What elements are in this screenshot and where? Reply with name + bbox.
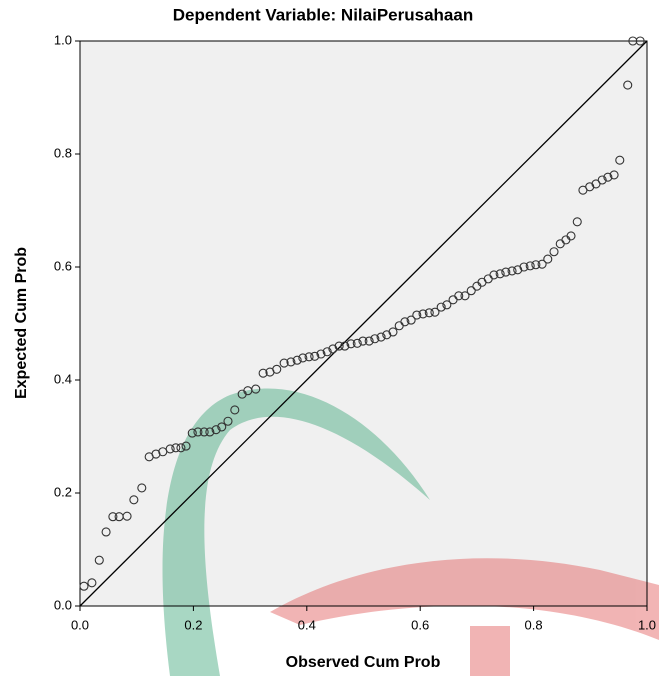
chart-title: Dependent Variable: NilaiPerusahaan (173, 5, 473, 24)
y-tick-label: 0.0 (54, 597, 72, 612)
chart: Dependent Variable: NilaiPerusahaan Obse… (0, 0, 659, 676)
y-tick-label: 0.2 (54, 484, 72, 499)
x-tick-label: 0.0 (71, 617, 89, 632)
x-tick-label: 0.2 (184, 617, 202, 632)
y-tick-label: 0.6 (54, 258, 72, 273)
y-axis-label: Expected Cum Prob (13, 247, 30, 399)
y-tick-label: 0.8 (54, 145, 72, 160)
x-tick-label: 1.0 (638, 617, 656, 632)
watermark-red-block (470, 626, 510, 676)
y-tick-label: 0.4 (54, 371, 72, 386)
x-axis-label: Observed Cum Prob (286, 654, 441, 671)
x-tick-label: 0.8 (525, 617, 543, 632)
x-tick-label: 0.4 (298, 617, 316, 632)
y-tick-label: 1.0 (54, 32, 72, 47)
x-tick-label: 0.6 (411, 617, 429, 632)
